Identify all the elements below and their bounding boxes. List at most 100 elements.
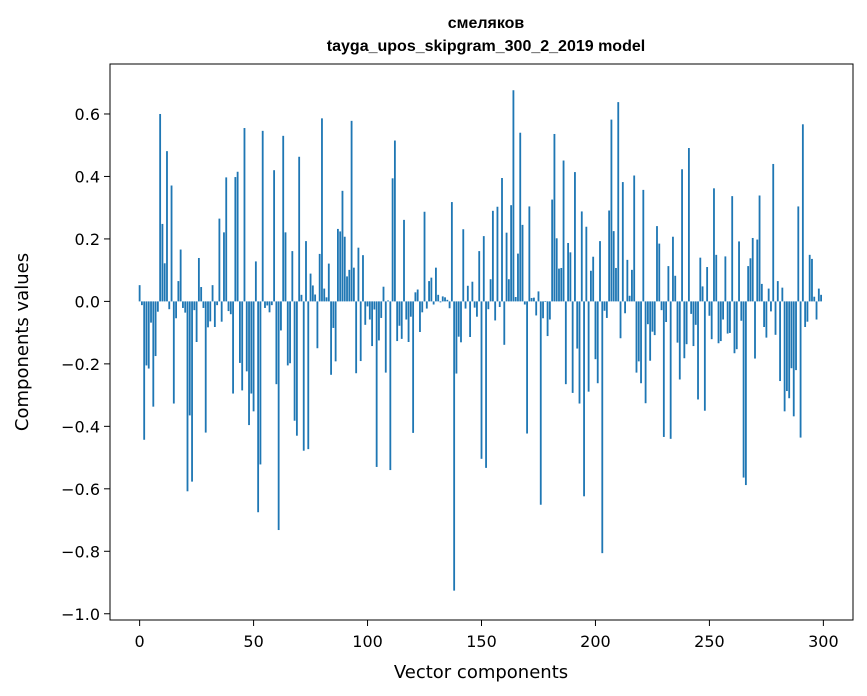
- bar-36: [220, 301, 223, 322]
- bar-119: [409, 301, 412, 317]
- bar-4: [147, 301, 150, 369]
- bar-292: [804, 301, 807, 327]
- bar-137: [450, 202, 453, 302]
- bar-181: [551, 199, 554, 302]
- bar-15: [172, 301, 175, 404]
- bar-59: [273, 170, 276, 302]
- bar-49: [250, 301, 253, 394]
- bar-163: [510, 205, 513, 302]
- bar-279: [774, 301, 777, 335]
- bar-248: [703, 301, 706, 411]
- bar-211: [619, 301, 622, 339]
- bar-102: [371, 301, 374, 347]
- bar-294: [808, 254, 811, 302]
- bar-124: [421, 301, 424, 313]
- bar-239: [683, 301, 686, 359]
- bar-183: [555, 238, 558, 302]
- bar-18: [179, 249, 182, 302]
- bar-10: [161, 223, 164, 302]
- bar-207: [610, 119, 613, 302]
- bar-247: [701, 286, 704, 302]
- bar-117: [405, 301, 408, 320]
- bar-173: [533, 297, 535, 302]
- bar-74: [307, 301, 310, 450]
- bar-288: [795, 301, 797, 371]
- bar-240: [685, 301, 688, 345]
- y-tick-label: −0.2: [61, 355, 100, 374]
- bar-82: [325, 297, 328, 302]
- bar-47: [245, 301, 248, 372]
- bar-295: [811, 258, 813, 302]
- bar-32: [211, 285, 214, 302]
- bar-170: [526, 301, 528, 434]
- bar-103: [373, 301, 376, 310]
- bar-122: [416, 289, 419, 302]
- x-tick-label: 200: [580, 632, 611, 651]
- bar-20: [184, 301, 187, 313]
- bar-3: [145, 301, 148, 366]
- bar-153: [487, 301, 490, 310]
- bar-8: [156, 301, 159, 312]
- bar-46: [243, 128, 246, 302]
- x-tick-label: 50: [243, 632, 263, 651]
- bar-146: [471, 281, 474, 302]
- bar-250: [708, 301, 711, 316]
- bar-273: [760, 283, 763, 302]
- y-tick-label: −0.6: [61, 480, 100, 499]
- bar-205: [605, 301, 608, 318]
- bar-5: [150, 301, 152, 323]
- bar-206: [608, 210, 611, 302]
- bar-275: [765, 301, 768, 338]
- bar-152: [485, 301, 487, 468]
- bar-159: [501, 178, 503, 302]
- bar-128: [430, 277, 433, 302]
- bar-283: [783, 301, 786, 412]
- bar-70: [298, 156, 301, 302]
- bar-139: [455, 301, 458, 374]
- bar-242: [690, 301, 693, 314]
- bar-174: [535, 301, 538, 316]
- bar-261: [733, 301, 736, 354]
- bar-212: [621, 182, 624, 302]
- bar-149: [478, 251, 481, 302]
- bar-83: [327, 263, 330, 302]
- bar-256: [722, 301, 724, 320]
- bar-89: [341, 190, 344, 302]
- bar-68: [293, 301, 296, 421]
- bar-115: [400, 301, 403, 339]
- bar-106: [380, 301, 383, 318]
- bar-105: [378, 301, 380, 341]
- bar-222: [644, 301, 647, 404]
- bar-278: [772, 163, 775, 302]
- bar-195: [583, 301, 585, 497]
- bar-87: [337, 228, 339, 302]
- bar-24: [193, 301, 196, 311]
- bar-177: [542, 301, 544, 319]
- bar-125: [423, 211, 426, 302]
- y-axis-label: Components values: [12, 253, 33, 431]
- bar-136: [448, 301, 451, 309]
- bar-72: [302, 301, 305, 451]
- bar-290: [799, 301, 802, 438]
- bar-113: [396, 301, 399, 342]
- bar-56: [266, 301, 269, 306]
- bar-53: [259, 301, 262, 465]
- bar-277: [770, 301, 772, 312]
- bar-281: [779, 301, 781, 382]
- bar-111: [391, 178, 394, 302]
- x-axis-ticks: 0 50 100 150 200 250 300: [135, 620, 839, 651]
- bar-42: [234, 177, 237, 302]
- bar-13: [168, 301, 171, 310]
- bar-150: [480, 301, 483, 459]
- bar-63: [282, 135, 285, 302]
- bar-285: [788, 301, 791, 399]
- bar-187: [564, 301, 567, 385]
- bar-39: [227, 301, 230, 312]
- bar-227: [656, 226, 658, 302]
- bar-71: [300, 294, 303, 302]
- bar-30: [207, 301, 209, 328]
- bar-79: [318, 253, 321, 302]
- x-tick-label: 250: [694, 632, 725, 651]
- bar-86: [334, 301, 337, 362]
- bar-193: [578, 301, 581, 404]
